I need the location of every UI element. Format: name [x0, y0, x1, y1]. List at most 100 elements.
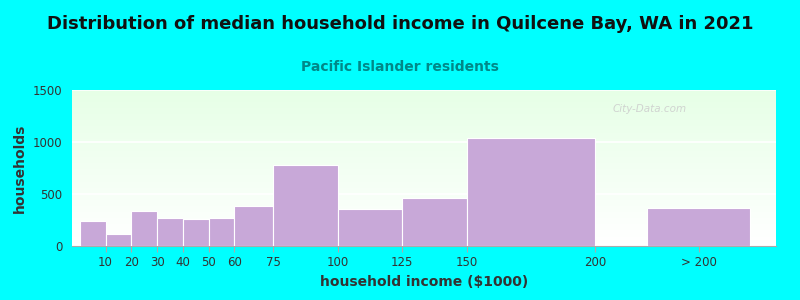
Bar: [72, 204, 776, 205]
Bar: [72, 136, 776, 137]
Bar: [72, 140, 776, 141]
Bar: [72, 117, 776, 118]
Bar: [72, 192, 776, 193]
Bar: [72, 102, 776, 103]
Bar: [72, 142, 776, 143]
Bar: [183, 219, 209, 246]
Bar: [72, 113, 776, 114]
Bar: [72, 149, 776, 150]
Bar: [72, 121, 776, 122]
Bar: [72, 92, 776, 93]
Bar: [72, 170, 776, 171]
Bar: [72, 190, 776, 191]
Bar: [72, 162, 776, 163]
Bar: [72, 201, 776, 202]
Bar: [72, 237, 776, 238]
Bar: [72, 150, 776, 151]
Bar: [72, 115, 776, 116]
Bar: [234, 206, 273, 246]
Bar: [72, 143, 776, 144]
Bar: [72, 197, 776, 198]
Bar: [72, 123, 776, 124]
Bar: [72, 157, 776, 158]
Bar: [72, 200, 776, 201]
Bar: [72, 182, 776, 183]
Bar: [72, 210, 776, 211]
Bar: [72, 172, 776, 173]
Bar: [72, 208, 776, 209]
Bar: [72, 223, 776, 224]
Bar: [72, 174, 776, 175]
Bar: [72, 234, 776, 235]
Bar: [72, 139, 776, 140]
Bar: [72, 206, 776, 207]
Bar: [72, 120, 776, 121]
Bar: [72, 131, 776, 132]
Bar: [72, 178, 776, 179]
Bar: [72, 125, 776, 126]
Bar: [72, 130, 776, 131]
Bar: [72, 106, 776, 107]
Bar: [72, 207, 776, 208]
Bar: [72, 138, 776, 139]
Bar: [72, 217, 776, 218]
Bar: [72, 184, 776, 185]
Bar: [72, 133, 776, 134]
Text: Distribution of median household income in Quilcene Bay, WA in 2021: Distribution of median household income …: [46, 15, 754, 33]
Bar: [72, 96, 776, 97]
Bar: [72, 126, 776, 127]
Bar: [72, 132, 776, 133]
Bar: [72, 238, 776, 239]
Bar: [72, 191, 776, 192]
Bar: [72, 231, 776, 232]
Bar: [72, 168, 776, 169]
Bar: [72, 214, 776, 215]
Bar: [72, 230, 776, 231]
Bar: [72, 180, 776, 181]
Bar: [72, 90, 776, 91]
Bar: [72, 235, 776, 236]
Bar: [72, 156, 776, 157]
Bar: [72, 176, 776, 177]
Bar: [273, 165, 338, 246]
Text: Pacific Islander residents: Pacific Islander residents: [301, 60, 499, 74]
Bar: [72, 193, 776, 194]
Bar: [72, 94, 776, 95]
Bar: [106, 233, 131, 246]
Bar: [72, 134, 776, 135]
Bar: [72, 240, 776, 241]
Bar: [72, 186, 776, 187]
Bar: [80, 221, 106, 246]
Bar: [72, 219, 776, 220]
Bar: [72, 183, 776, 184]
Y-axis label: households: households: [13, 123, 27, 213]
Bar: [72, 144, 776, 145]
Bar: [72, 109, 776, 110]
Bar: [72, 95, 776, 96]
Bar: [72, 242, 776, 243]
Text: City-Data.com: City-Data.com: [612, 104, 686, 114]
Bar: [402, 198, 466, 246]
Bar: [72, 108, 776, 109]
Bar: [72, 241, 776, 242]
Bar: [72, 194, 776, 195]
Bar: [72, 179, 776, 180]
Bar: [72, 222, 776, 223]
Bar: [72, 218, 776, 219]
Bar: [72, 173, 776, 174]
Bar: [72, 189, 776, 190]
Bar: [72, 196, 776, 197]
Bar: [72, 212, 776, 213]
Bar: [72, 185, 776, 186]
Bar: [131, 211, 157, 246]
Bar: [72, 169, 776, 170]
Bar: [72, 165, 776, 166]
Bar: [647, 208, 750, 246]
Bar: [72, 220, 776, 221]
Bar: [72, 145, 776, 146]
Bar: [72, 243, 776, 244]
Bar: [72, 216, 776, 217]
Bar: [72, 213, 776, 214]
Bar: [72, 232, 776, 233]
Bar: [72, 97, 776, 98]
